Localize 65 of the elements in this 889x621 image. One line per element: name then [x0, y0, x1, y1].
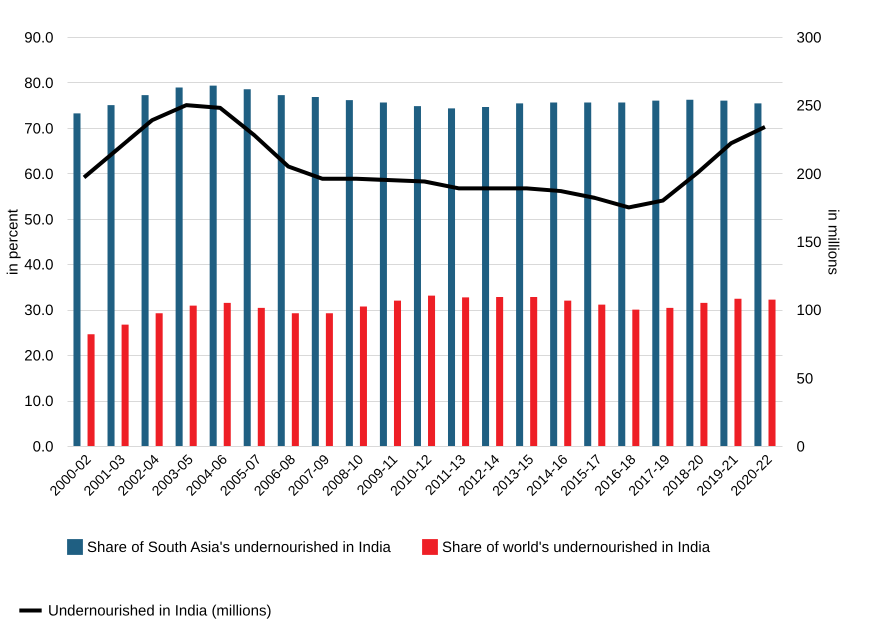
y-axis-title: in percent — [4, 208, 22, 275]
bar — [210, 86, 217, 446]
bar — [768, 300, 776, 446]
bar — [448, 108, 456, 446]
y-tick-label: 60.0 — [24, 166, 54, 183]
bar — [734, 298, 742, 446]
y2-axis-title: in millions — [824, 209, 842, 275]
line-series — [82, 103, 767, 210]
bar — [278, 95, 285, 446]
legend-label: Share of South Asia's undernourished in India — [87, 539, 392, 556]
bar — [666, 308, 674, 446]
legend-label: Share of world's undernourished in India — [442, 539, 711, 556]
y2-tick-label: 50 — [796, 370, 814, 388]
bar — [516, 103, 524, 446]
bar — [632, 310, 640, 446]
y2-tick-label: 150 — [796, 234, 822, 251]
bar — [190, 306, 197, 446]
bar — [156, 313, 163, 446]
y2-tick-label: 200 — [796, 166, 822, 183]
bar — [224, 302, 231, 446]
bar — [482, 106, 490, 446]
y2-tick-label: 300 — [796, 30, 822, 46]
y-tick-label: 0.0 — [32, 438, 54, 456]
bar — [754, 103, 762, 446]
bar — [380, 102, 387, 446]
bar — [530, 296, 538, 446]
bar — [244, 89, 251, 446]
bar — [550, 102, 558, 446]
bar — [312, 96, 319, 446]
bar — [142, 95, 149, 446]
bar — [462, 297, 470, 446]
bar — [108, 105, 115, 446]
bar — [292, 313, 299, 446]
y-tick-label: 70.0 — [24, 120, 54, 138]
bar — [326, 313, 333, 446]
bar — [394, 300, 402, 446]
y2-tick-label: 0 — [796, 438, 805, 456]
bar — [720, 100, 728, 446]
y-tick-label: 80.0 — [24, 74, 54, 92]
y-tick-label: 50.0 — [24, 211, 54, 228]
bar — [598, 304, 606, 446]
y-tick-label: 30.0 — [24, 302, 54, 320]
bar — [428, 296, 436, 446]
bar — [122, 324, 129, 446]
bar — [414, 106, 421, 446]
bar — [346, 100, 353, 446]
bar — [618, 102, 626, 446]
bar — [564, 300, 572, 446]
bar — [176, 87, 183, 446]
bar — [73, 113, 81, 446]
bar — [700, 302, 708, 446]
y2-tick-label: 250 — [796, 98, 822, 115]
legend-label: Undernourished in India (millions) — [48, 602, 272, 620]
bar — [360, 306, 367, 446]
bar — [686, 100, 694, 446]
bar — [652, 100, 660, 446]
bar — [584, 102, 592, 446]
y2-tick-label: 100 — [796, 302, 822, 320]
y-tick-label: 90.0 — [24, 30, 54, 46]
bar — [258, 308, 265, 446]
y-tick-label: 40.0 — [24, 256, 54, 274]
bar — [88, 334, 95, 446]
y-tick-label: 10.0 — [24, 393, 54, 410]
bar — [496, 296, 504, 446]
y-tick-label: 20.0 — [24, 348, 54, 365]
